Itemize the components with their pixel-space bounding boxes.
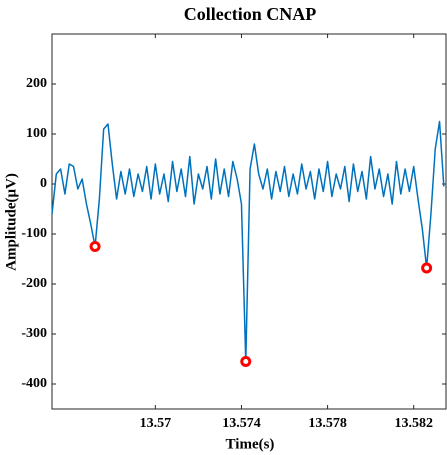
x-axis-label: Time(s): [226, 436, 275, 452]
marker: [240, 356, 252, 367]
signal-line: [51, 120, 445, 363]
chart-title: Collection CNAP: [184, 4, 316, 24]
x-tick-label: 13.574: [222, 416, 261, 431]
y-tick-label: 200: [26, 76, 47, 91]
y-tick-label: -200: [21, 276, 47, 291]
x-tick-label: 13.582: [394, 416, 433, 431]
plot-frame: [51, 33, 447, 410]
y-tick-label: -100: [21, 226, 47, 241]
y-tick-label: -400: [21, 376, 47, 391]
marker: [421, 262, 433, 274]
x-tick-label: 13.57: [140, 416, 172, 431]
y-tick-label: 0: [40, 176, 47, 191]
y-tick-label: -300: [21, 326, 47, 341]
marker: [89, 241, 101, 252]
y-tick-label: 100: [26, 126, 47, 141]
y-axis-label: Amplitude(μV): [3, 173, 19, 271]
x-tick-label: 13.578: [308, 416, 347, 431]
